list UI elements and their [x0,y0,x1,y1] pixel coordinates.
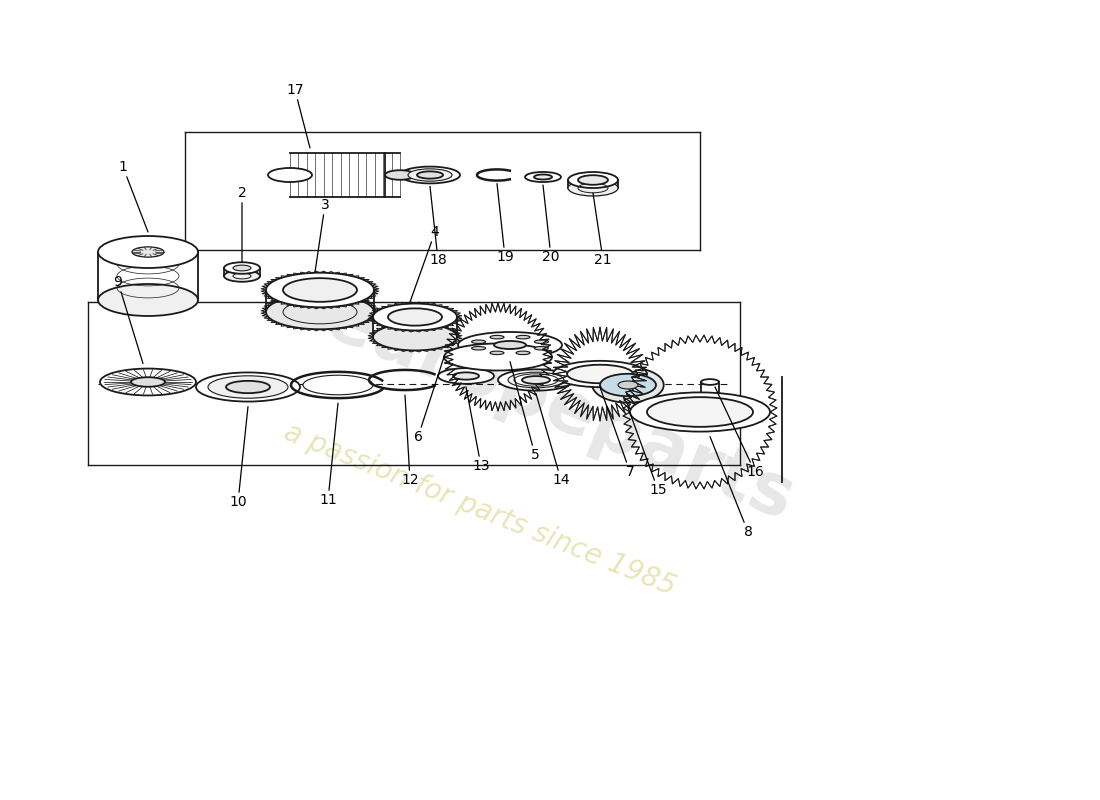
Ellipse shape [490,335,504,339]
Text: 16: 16 [715,387,763,479]
Text: a passion for parts since 1985: a passion for parts since 1985 [280,418,680,602]
Ellipse shape [535,346,549,350]
Text: 2: 2 [238,186,246,262]
Ellipse shape [578,175,608,185]
Text: 9: 9 [113,275,143,363]
Ellipse shape [568,180,618,196]
Text: 14: 14 [536,394,570,487]
Ellipse shape [373,303,456,330]
Ellipse shape [534,174,552,179]
Ellipse shape [490,351,504,354]
Ellipse shape [453,372,478,380]
Ellipse shape [472,340,485,343]
Ellipse shape [283,278,358,302]
Ellipse shape [408,169,452,181]
Ellipse shape [514,374,558,386]
Ellipse shape [516,351,530,354]
Ellipse shape [701,379,719,385]
Ellipse shape [131,378,165,386]
Ellipse shape [600,374,656,396]
Ellipse shape [568,172,618,188]
Ellipse shape [100,369,196,395]
Ellipse shape [525,172,561,182]
Ellipse shape [98,236,198,268]
Text: 19: 19 [496,184,514,264]
Ellipse shape [535,340,549,343]
Polygon shape [592,367,663,402]
Ellipse shape [233,265,251,271]
Ellipse shape [385,170,415,180]
Ellipse shape [498,370,574,390]
Ellipse shape [226,381,270,393]
Ellipse shape [224,270,260,282]
Text: 20: 20 [542,185,560,264]
Text: 12: 12 [402,395,419,487]
Text: 3: 3 [315,198,329,272]
Ellipse shape [472,346,485,350]
Ellipse shape [268,168,312,182]
Ellipse shape [647,397,754,427]
Ellipse shape [438,368,494,384]
Ellipse shape [494,341,526,349]
Ellipse shape [208,376,288,398]
Ellipse shape [516,335,530,339]
Text: 5: 5 [510,362,539,462]
Text: 8: 8 [710,437,752,539]
Ellipse shape [400,166,460,183]
Ellipse shape [508,372,564,388]
Ellipse shape [196,373,300,402]
Ellipse shape [132,247,164,257]
Ellipse shape [98,284,198,316]
Text: 17: 17 [286,83,310,148]
Ellipse shape [701,399,719,405]
Text: 21: 21 [593,193,612,267]
Text: 15: 15 [628,408,667,497]
Text: 13: 13 [466,387,490,473]
Ellipse shape [522,376,550,384]
Ellipse shape [553,361,647,387]
Ellipse shape [417,171,443,178]
Text: 11: 11 [319,403,338,507]
Ellipse shape [373,323,456,350]
Ellipse shape [618,381,638,389]
Text: 18: 18 [429,186,447,267]
Ellipse shape [458,332,562,358]
Ellipse shape [630,392,770,432]
Text: 7: 7 [600,387,635,479]
Text: 10: 10 [229,406,248,509]
Ellipse shape [266,273,374,307]
Ellipse shape [302,375,373,395]
Text: 6: 6 [414,357,444,444]
Text: europeparts: europeparts [316,284,805,536]
Text: 4: 4 [410,225,439,302]
Ellipse shape [224,262,260,274]
Ellipse shape [266,294,374,330]
Ellipse shape [388,308,442,326]
Text: 1: 1 [119,160,148,232]
Ellipse shape [444,343,552,370]
Ellipse shape [566,365,632,383]
